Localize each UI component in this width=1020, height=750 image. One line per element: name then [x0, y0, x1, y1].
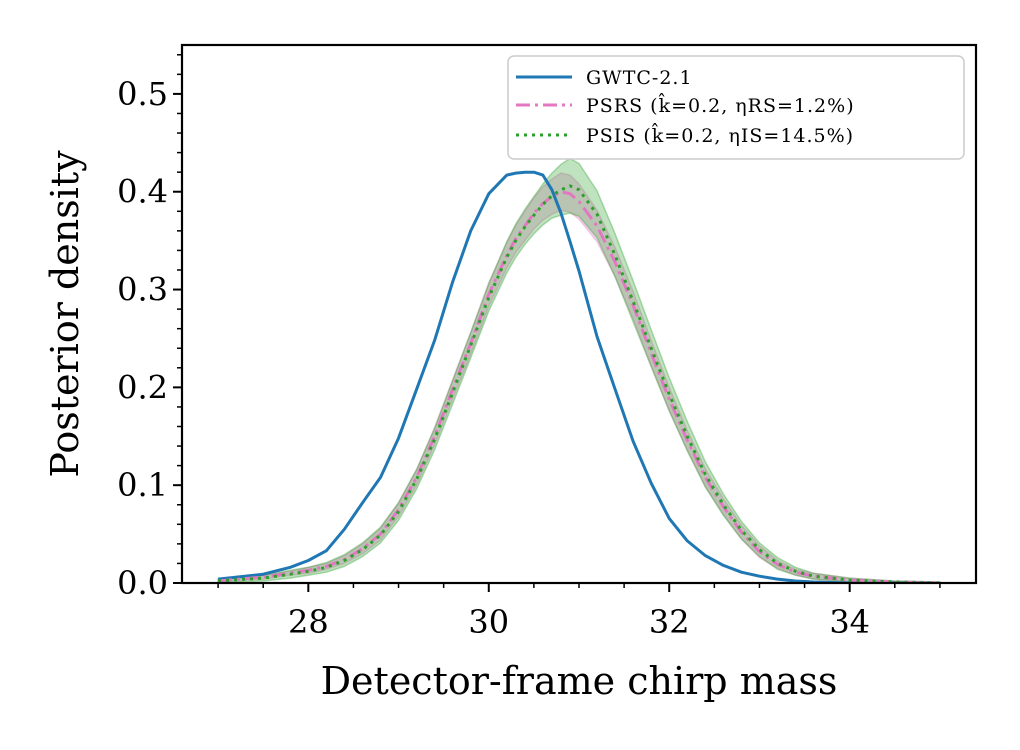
y-tick-label: 0.3 — [117, 271, 168, 309]
uncertainty-bands — [217, 157, 941, 583]
axis-ticks — [173, 54, 941, 592]
x-axis-label: Detector-frame chirp mass — [321, 659, 838, 703]
x-tick-label: 32 — [649, 603, 690, 641]
y-tick-label: 0.5 — [117, 75, 168, 113]
band-series-1 — [217, 172, 941, 583]
legend-box — [507, 55, 965, 160]
x-tick-label: 34 — [829, 603, 870, 641]
line-series-0 — [217, 170, 940, 583]
band-series-2 — [217, 157, 941, 583]
y-tick-label: 0.2 — [117, 368, 168, 406]
y-axis-label: Posterior density — [43, 150, 87, 478]
legend-label-1: PSRS (k̂=0.2, ηRS=1.2%) — [586, 92, 855, 117]
x-tick-label: 28 — [288, 603, 329, 641]
y-tick-label: 0.1 — [117, 466, 168, 504]
legend-label-2: PSIS (k̂=0.2, ηIS=14.5%) — [586, 122, 854, 147]
legend-label-0: GWTC-2.1 — [586, 67, 693, 89]
legend: GWTC-2.1 PSRS (k̂=0.2, ηRS=1.2%) PSIS (k̂=… — [507, 55, 965, 160]
series-lines — [217, 170, 940, 583]
tick-labels: 28 30 32 34 0.0 0.1 0.2 0.3 0.4 0.5 — [117, 75, 870, 641]
y-tick-label: 0.0 — [117, 564, 168, 602]
y-tick-label: 0.4 — [117, 173, 168, 211]
x-tick-label: 30 — [468, 603, 509, 641]
